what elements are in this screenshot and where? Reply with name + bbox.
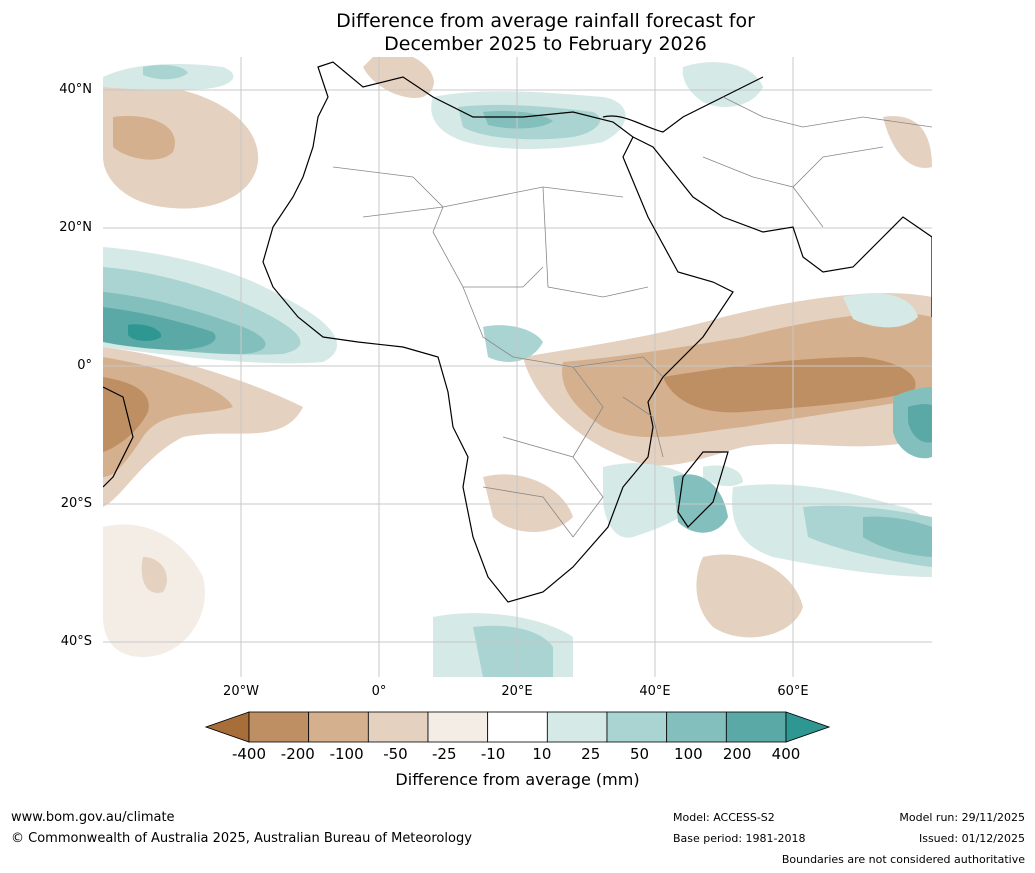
- colorbar-tick-label: -200: [280, 745, 315, 763]
- lon-label-60e: 60°E: [777, 684, 809, 699]
- colorbar-tick-label: -100: [329, 745, 364, 763]
- coastlines: [103, 61, 932, 603]
- lon-label-20w: 20°W: [223, 684, 259, 699]
- map-title-line1: Difference from average rainfall forecas…: [336, 10, 755, 32]
- footer-base-period: Base period: 1981-2018: [673, 832, 806, 845]
- colorbar-tick-label: -10: [480, 745, 506, 763]
- footer-url[interactable]: www.bom.gov.au/climate: [11, 810, 175, 825]
- map-title-line2: December 2025 to February 2026: [384, 33, 707, 55]
- lon-label-20e: 20°E: [501, 684, 533, 699]
- colorbar-tick-label: 100: [674, 745, 703, 763]
- wet-anomaly-regions: [103, 62, 932, 677]
- colorbar-segment: [205, 711, 250, 743]
- dry-anomaly-regions: [103, 57, 932, 657]
- colorbar-tick-label: -25: [432, 745, 457, 763]
- lat-label-20s: 20°S: [60, 496, 92, 511]
- lat-label-40s: 40°S: [60, 634, 92, 649]
- colorbar-segment: [725, 711, 787, 743]
- colorbar-legend: [205, 711, 830, 743]
- colorbar-segment: [546, 711, 608, 743]
- colorbar-tick-label: -400: [231, 745, 267, 763]
- lon-label-0: 0°: [371, 684, 387, 699]
- country-boundaries: [332, 96, 932, 538]
- colorbar-tick-label: -50: [383, 745, 408, 763]
- colorbar-segment: [606, 711, 668, 743]
- footer-model: Model: ACCESS-S2: [673, 811, 775, 824]
- footer-model-run: Model run: 29/11/2025: [899, 811, 1025, 824]
- colorbar-tick-label: 25: [581, 745, 601, 763]
- lat-label-40n: 40°N: [59, 82, 92, 97]
- colorbar-segment: [785, 711, 830, 743]
- colorbar-segment: [487, 711, 548, 743]
- colorbar-tick-label: 50: [629, 745, 650, 763]
- map-canvas: [103, 57, 932, 677]
- colorbar-tick-label: 200: [722, 745, 752, 763]
- lat-label-0: 0°: [77, 358, 92, 373]
- colorbar-tick-label: 400: [771, 745, 801, 763]
- graticule: [103, 57, 932, 677]
- colorbar-segment: [666, 711, 727, 743]
- footer-disclaimer: Boundaries are not considered authoritat…: [781, 853, 1025, 866]
- colorbar-title: Difference from average (mm): [395, 770, 640, 789]
- colorbar-segment: [248, 711, 310, 743]
- footer-copyright: © Commonwealth of Australia 2025, Austra…: [11, 831, 472, 846]
- rainfall-map: [103, 57, 932, 677]
- colorbar-segment: [367, 711, 429, 743]
- colorbar-segment: [427, 711, 489, 743]
- lat-label-20n: 20°N: [59, 220, 92, 235]
- lon-label-40e: 40°E: [639, 684, 671, 699]
- colorbar-segment: [308, 711, 369, 743]
- colorbar-tick-label: 10: [532, 745, 552, 763]
- footer-issued: Issued: 01/12/2025: [918, 832, 1025, 845]
